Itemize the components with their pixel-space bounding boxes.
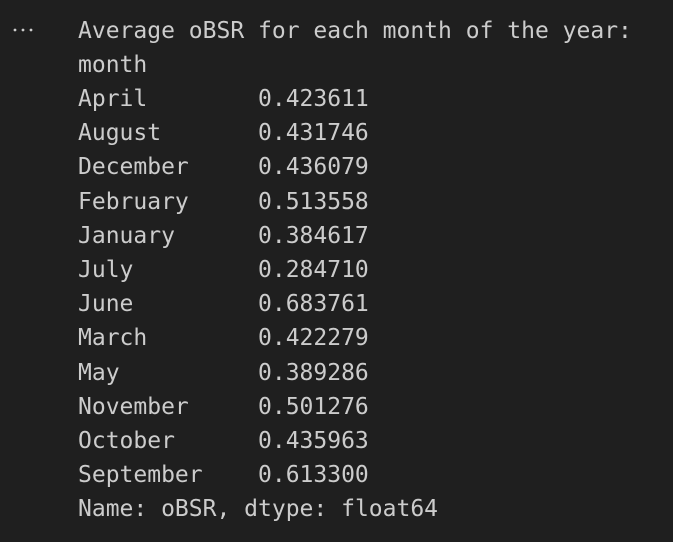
row-label: September <box>78 462 203 489</box>
row-label: April <box>78 86 148 112</box>
row-value: 0.436079 <box>258 154 369 181</box>
row-label: July <box>78 257 134 283</box>
row-label: August <box>78 120 162 147</box>
row-label: May <box>78 359 120 386</box>
row-label: October <box>78 428 175 454</box>
row-value: 0.431746 <box>258 120 369 147</box>
row-label: November <box>78 393 189 420</box>
row-value: 0.422279 <box>258 325 369 352</box>
row-label: December <box>78 154 189 181</box>
row-label: June <box>78 291 134 318</box>
row-value: 0.423611 <box>258 86 369 112</box>
row-label: January <box>78 222 175 249</box>
row-value: 0.384617 <box>258 222 369 249</box>
row-value: 0.513558 <box>258 188 369 215</box>
row-value: 0.501276 <box>258 393 369 420</box>
row-label: March <box>78 325 148 352</box>
index-name: month <box>78 52 148 78</box>
series-footer: Name: oBSR, dtype: float64 <box>78 496 439 523</box>
row-value: 0.683761 <box>258 291 369 318</box>
output-title: Average oBSR for each month of the year: <box>78 18 632 44</box>
row-value: 0.435963 <box>258 428 369 454</box>
row-value: 0.284710 <box>258 257 369 283</box>
more-icon[interactable] <box>12 26 38 34</box>
row-value: 0.613300 <box>258 462 369 489</box>
row-value: 0.389286 <box>258 359 369 386</box>
row-label: February <box>78 188 189 215</box>
